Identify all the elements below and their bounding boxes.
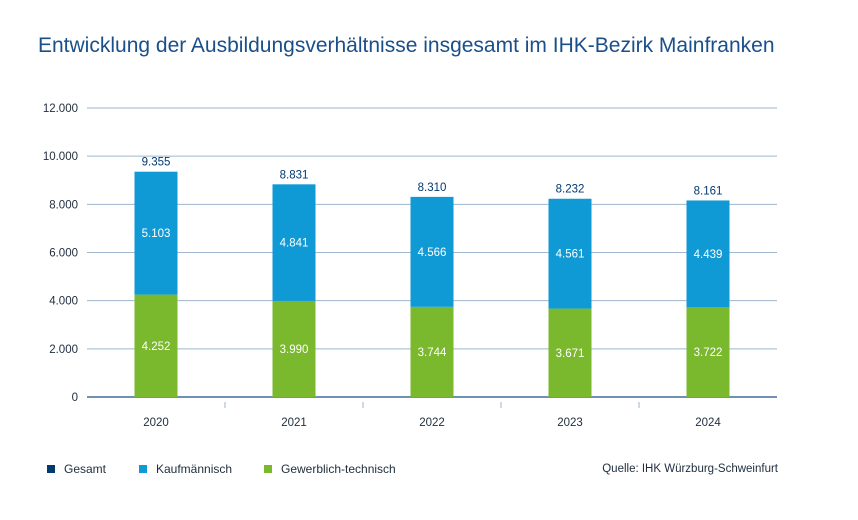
x-tick-label: 2020 (143, 417, 169, 429)
data-label: 3.722 (694, 347, 723, 359)
legend-item-gesamt: Gesamt (47, 462, 106, 476)
y-tick-label: 0 (72, 392, 78, 404)
source-note: Quelle: IHK Würzburg-Schweinfurt (602, 463, 778, 475)
legend-swatch-gesamt (47, 465, 55, 473)
y-tick-label: 6.000 (49, 248, 78, 260)
x-tick-label: 2024 (695, 417, 721, 429)
legend-swatch-kaufmaennisch (139, 465, 147, 473)
total-label: 8.310 (418, 182, 447, 194)
data-label: 3.671 (556, 348, 585, 360)
bar-segment-kaufmaennisch (134, 171, 178, 295)
data-label: 5.103 (142, 228, 171, 240)
legend-label-kaufmaennisch: Kaufmännisch (156, 462, 233, 476)
y-tick-label: 4.000 (49, 296, 78, 308)
y-tick-label: 10.000 (43, 151, 78, 163)
x-tick-label: 2021 (281, 417, 307, 429)
bar-segment-gewerblich (134, 294, 178, 397)
legend-swatch-gewerblich-technisch (264, 465, 272, 473)
bar-segment-gewerblich (272, 300, 316, 397)
data-label: 4.561 (556, 249, 585, 261)
y-tick-label: 12.000 (43, 103, 78, 115)
bar-segment-gewerblich (548, 308, 592, 397)
total-label: 8.232 (556, 184, 585, 196)
x-tick-label: 2022 (419, 417, 445, 429)
bar-chart: 0 2.000 4.000 6.000 8.000 10.000 12.000 4.252 5.… (43, 103, 777, 429)
bar-segment-kaufmaennisch (686, 200, 730, 308)
legend-item-gewerblich-technisch: Gewerblich-technisch (264, 462, 396, 476)
total-label: 9.355 (142, 157, 171, 169)
y-tick-label: 2.000 (49, 344, 78, 356)
data-label: 4.566 (418, 247, 447, 259)
y-tick-label: 8.000 (49, 199, 78, 211)
legend-label-gewerblich-technisch: Gewerblich-technisch (281, 462, 396, 476)
data-label: 3.990 (280, 344, 309, 356)
data-label: 4.252 (142, 341, 171, 353)
bar-segment-gewerblich (410, 306, 454, 397)
bar-segment-kaufmaennisch (272, 184, 316, 301)
bar-segment-gewerblich (686, 307, 730, 397)
legend-item-kaufmaennisch: Kaufmännisch (139, 462, 232, 476)
total-label: 8.161 (694, 185, 723, 197)
data-label: 4.841 (280, 238, 309, 250)
chart-title: Entwicklung der Ausbildungsverhältnisse … (38, 34, 775, 57)
x-tick-label: 2023 (557, 417, 583, 429)
data-label: 4.439 (694, 249, 723, 261)
data-label: 3.744 (418, 347, 447, 359)
bar-segment-kaufmaennisch (548, 198, 592, 309)
total-label: 8.831 (280, 169, 309, 181)
legend-label-gesamt: Gesamt (64, 462, 107, 476)
bar-segment-kaufmaennisch (410, 196, 454, 307)
